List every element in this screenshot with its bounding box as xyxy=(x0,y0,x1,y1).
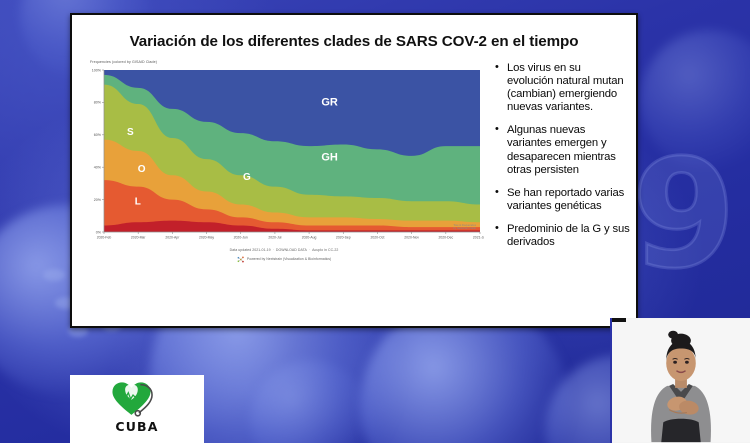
clade-label-G: G xyxy=(243,172,251,183)
y-tick-label: 80% xyxy=(94,101,102,105)
chart-caption: Frequencies (colored by GISAID Clade) xyxy=(90,60,158,64)
y-tick-label: 100% xyxy=(92,68,102,72)
slide-body: Frequencies (colored by GISAID Clade) 0%… xyxy=(72,60,636,263)
x-tick-label: 2020-Oct xyxy=(370,236,384,240)
clade-label-GH: GH xyxy=(321,152,338,164)
clade-label-S: S xyxy=(127,127,134,138)
clade-label-GR: GR xyxy=(321,97,338,109)
footer-data-updated: Data updated 2021-01-19 xyxy=(229,248,271,252)
x-tick-label: 2021-Jan xyxy=(473,236,484,240)
list-item: Los virus en su evolución natural mutan … xyxy=(494,61,630,114)
x-tick-label: 2020-Jul xyxy=(268,236,281,240)
chart-footer: Data updated 2021-01-19 · DOWNLOAD DATA · Ac… xyxy=(82,248,486,254)
footer-license: Acuplo in CC-22 xyxy=(312,248,339,252)
clade-label-L: L xyxy=(135,196,141,207)
area-band-O xyxy=(104,180,480,232)
x-tick-label: 2020-May xyxy=(199,236,214,240)
x-tick-label: 2020-Mar xyxy=(131,236,146,240)
bullet-list-items: Los virus en su evolución natural mutan … xyxy=(494,61,630,249)
powered-by-nextstrain: Powered by Nextstrain (Visualization & B… xyxy=(82,256,486,263)
interpreter-video xyxy=(612,318,750,443)
x-tick-label: 2020-Aug xyxy=(302,236,317,240)
page-title: Variación de los diferentes clades de SA… xyxy=(129,33,579,50)
x-tick-label: 2020-Sep xyxy=(336,236,351,240)
virus-particle-decoration xyxy=(640,30,750,170)
y-tick-label: 20% xyxy=(94,198,102,202)
channel-watermark-9: 9 xyxy=(630,128,737,302)
x-tick-label: 2020-Jun xyxy=(234,236,248,240)
caption-bar xyxy=(612,318,626,322)
list-item: Se han reportado varias variantes genéti… xyxy=(494,186,630,213)
nextstrain-logo-icon xyxy=(237,256,244,263)
footer-separator: · xyxy=(308,248,311,252)
y-tick-label: 0% xyxy=(96,230,102,234)
chart-corner-note: by Nextstrain Clade xyxy=(453,226,476,230)
powered-by-text: Powered by Nextstrain (Visualization & B… xyxy=(246,257,332,262)
area-band-L xyxy=(104,220,480,232)
chart-corner-note: Tree & Frequencies xyxy=(453,223,476,227)
chart-plot-area: 0% 20% 40% 60% 80% 100% 2020-Feb 2020-Mar 2020-A… xyxy=(88,66,484,244)
list-item: Algunas nuevas variantes emergen y desap… xyxy=(494,123,630,176)
list-item: Predominio de la G y sus derivados xyxy=(494,222,630,249)
heart-stethoscope-icon xyxy=(112,382,153,417)
presentation-slide: Variación de los diferentes clades de SA… xyxy=(70,13,638,328)
cuba-logo-label: CUBA xyxy=(115,419,159,434)
y-tick-label: 60% xyxy=(94,133,102,137)
nextstrain-clade-frequency-chart: Frequencies (colored by GISAID Clade) 0%… xyxy=(82,60,486,263)
y-tick-label: 40% xyxy=(94,166,102,170)
bullet-list: Los virus en su evolución natural mutan … xyxy=(486,60,630,263)
x-tick-label: 2020-Dec xyxy=(438,236,453,240)
x-tick-label: 2020-Apr xyxy=(165,236,180,240)
footer-download-link[interactable]: DOWNLOAD DATA xyxy=(275,248,307,252)
sign-language-interpreter-panel xyxy=(610,318,750,443)
footer-separator: · xyxy=(272,248,274,252)
cuba-logo-box: CUBA xyxy=(70,375,204,443)
x-tick-label: 2020-Feb xyxy=(97,236,112,240)
x-tick-label: 2020-Nov xyxy=(404,236,419,240)
clade-label-O: O xyxy=(138,164,146,175)
stacked-area-svg: 0% 20% 40% 60% 80% 100% 2020-Feb 2020-Mar 2020-A… xyxy=(92,68,484,240)
